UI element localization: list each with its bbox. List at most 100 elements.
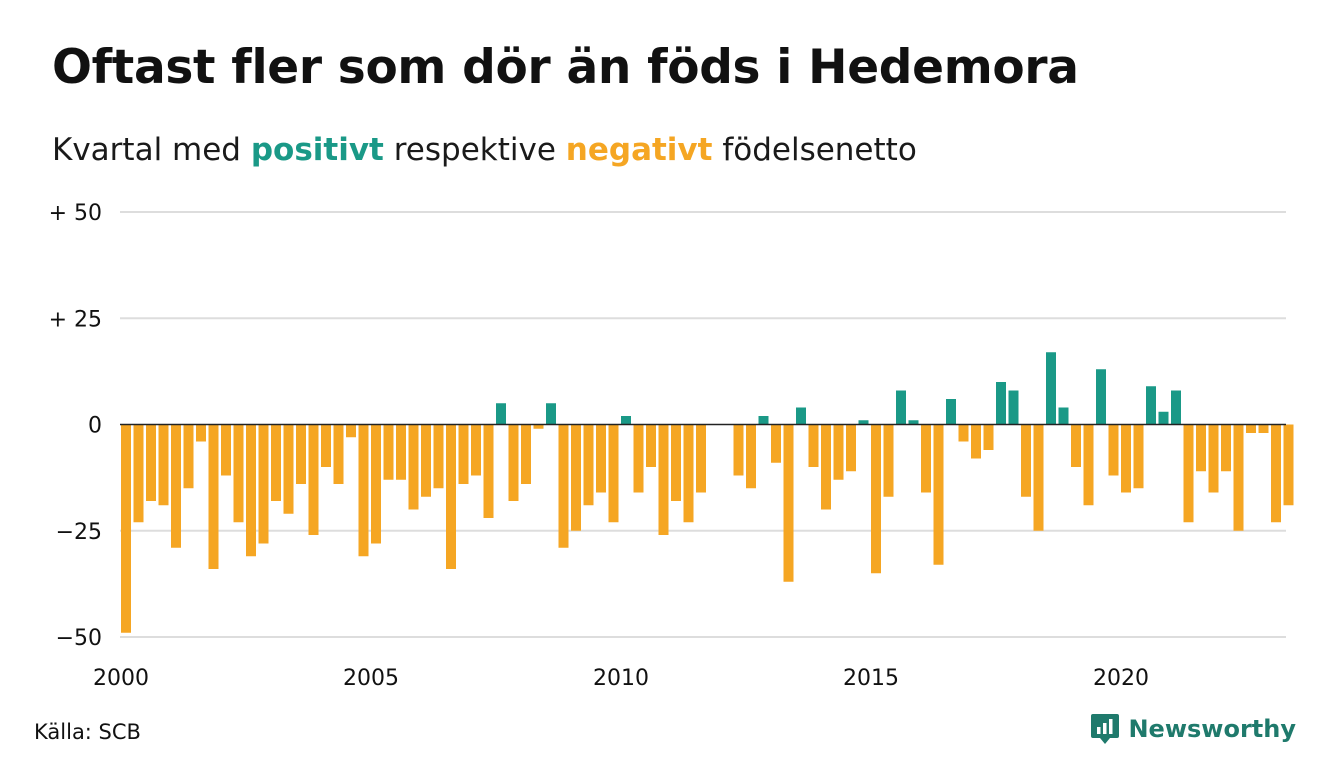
bar-positive [758, 416, 769, 425]
bar-negative [233, 424, 244, 523]
bar-negative [1271, 424, 1281, 523]
bar-negative [283, 424, 294, 514]
bar-negative [133, 424, 144, 523]
bar-positive [1171, 390, 1181, 425]
bar-negative [471, 424, 481, 476]
bar-negative [1246, 424, 1256, 433]
y-tick-label: −50 [56, 626, 102, 651]
bar-negative [871, 424, 881, 574]
chart-subtitle: Kvartal med positivt respektive negativt… [52, 132, 917, 168]
bar-positive [1096, 369, 1106, 425]
source-note: Källa: SCB [34, 720, 141, 744]
x-tick-label: 2000 [93, 666, 149, 691]
bar-positive [496, 403, 506, 425]
bar-negative [583, 424, 594, 506]
bar-positive [1008, 390, 1019, 425]
bar-negative [258, 424, 269, 544]
bar-negative [196, 424, 206, 442]
bar-negative [646, 424, 656, 467]
bar-negative [508, 424, 519, 501]
bar-negative [783, 424, 794, 582]
bar-positive [858, 420, 869, 425]
bar-negative [421, 424, 431, 497]
bar-negative [696, 424, 706, 493]
bar-negative [433, 424, 444, 489]
bar-negative [733, 424, 744, 476]
bar-negative [446, 424, 456, 569]
bar-negative [208, 424, 219, 569]
bar-negative [1108, 424, 1119, 476]
axes: + 50 + 25 0 −25 −50 2000 2005 2010 2015 2020 [49, 201, 1286, 691]
bar-negative [1033, 424, 1044, 531]
bars [121, 352, 1294, 633]
bar-negative [521, 424, 531, 484]
bar-negative [371, 424, 381, 544]
brand-logo: Newsworthy [1090, 712, 1296, 746]
bar-negative [296, 424, 306, 484]
bar-negative [346, 424, 356, 438]
bar-negative [1021, 424, 1031, 497]
bar-negative [396, 424, 406, 480]
bar-negative [1183, 424, 1194, 523]
bar-negative [221, 424, 231, 476]
bar-negative [1208, 424, 1219, 493]
bar-negative [983, 424, 994, 450]
bar-negative [658, 424, 669, 535]
bar-positive [996, 382, 1006, 425]
bar-negative [1083, 424, 1094, 506]
bar-negative [1071, 424, 1081, 467]
bar-negative [533, 424, 544, 429]
bar-negative [1196, 424, 1206, 472]
x-tick-label: 2020 [1093, 666, 1149, 691]
bar-negative [1233, 424, 1244, 531]
bar-negative [883, 424, 894, 497]
bar-positive [796, 407, 806, 425]
bar-negative [158, 424, 169, 506]
bar-positive [1046, 352, 1056, 425]
bar-negative [121, 424, 131, 633]
bar-positive [896, 390, 906, 425]
bar-negative [1221, 424, 1231, 472]
bar-negative [183, 424, 194, 489]
bar-negative [358, 424, 369, 557]
bar-negative [746, 424, 756, 489]
chart-title: Oftast fler som dör än föds i Hedemora [52, 40, 1079, 95]
bar-negative [771, 424, 781, 463]
x-tick-label: 2010 [593, 666, 649, 691]
bar-negative [333, 424, 344, 484]
bar-positive [1058, 407, 1069, 425]
bar-negative [1133, 424, 1144, 489]
subtitle-text-end: födelsenetto [712, 132, 917, 168]
brand-name: Newsworthy [1128, 715, 1296, 743]
bar-negative [921, 424, 931, 493]
subtitle-positive-label: positivt [250, 132, 384, 168]
bar-negative [246, 424, 256, 557]
bar-negative [808, 424, 819, 467]
y-tick-label: 0 [88, 414, 102, 439]
bar-negative [958, 424, 969, 442]
bar-negative [146, 424, 156, 501]
bar-negative [571, 424, 581, 531]
subtitle-negative-label: negativt [565, 132, 713, 168]
y-tick-label: + 50 [49, 201, 102, 226]
x-tick-label: 2015 [843, 666, 899, 691]
bar-negative [833, 424, 844, 480]
bar-negative [633, 424, 644, 493]
bar-negative [671, 424, 681, 501]
bar-positive [946, 399, 956, 425]
bar-negative [1283, 424, 1294, 506]
bar-negative [321, 424, 331, 467]
bar-positive [908, 420, 919, 425]
newsworthy-icon [1091, 714, 1120, 744]
bar-positive [546, 403, 556, 425]
bar-negative [683, 424, 694, 523]
bar-negative [483, 424, 494, 518]
y-tick-label: + 25 [49, 307, 102, 332]
bar-positive [1158, 411, 1169, 425]
bar-negative [171, 424, 181, 548]
subtitle-text-start: Kvartal med [52, 132, 251, 168]
bar-positive [621, 416, 631, 425]
bar-negative [383, 424, 394, 480]
bar-negative [1258, 424, 1269, 433]
